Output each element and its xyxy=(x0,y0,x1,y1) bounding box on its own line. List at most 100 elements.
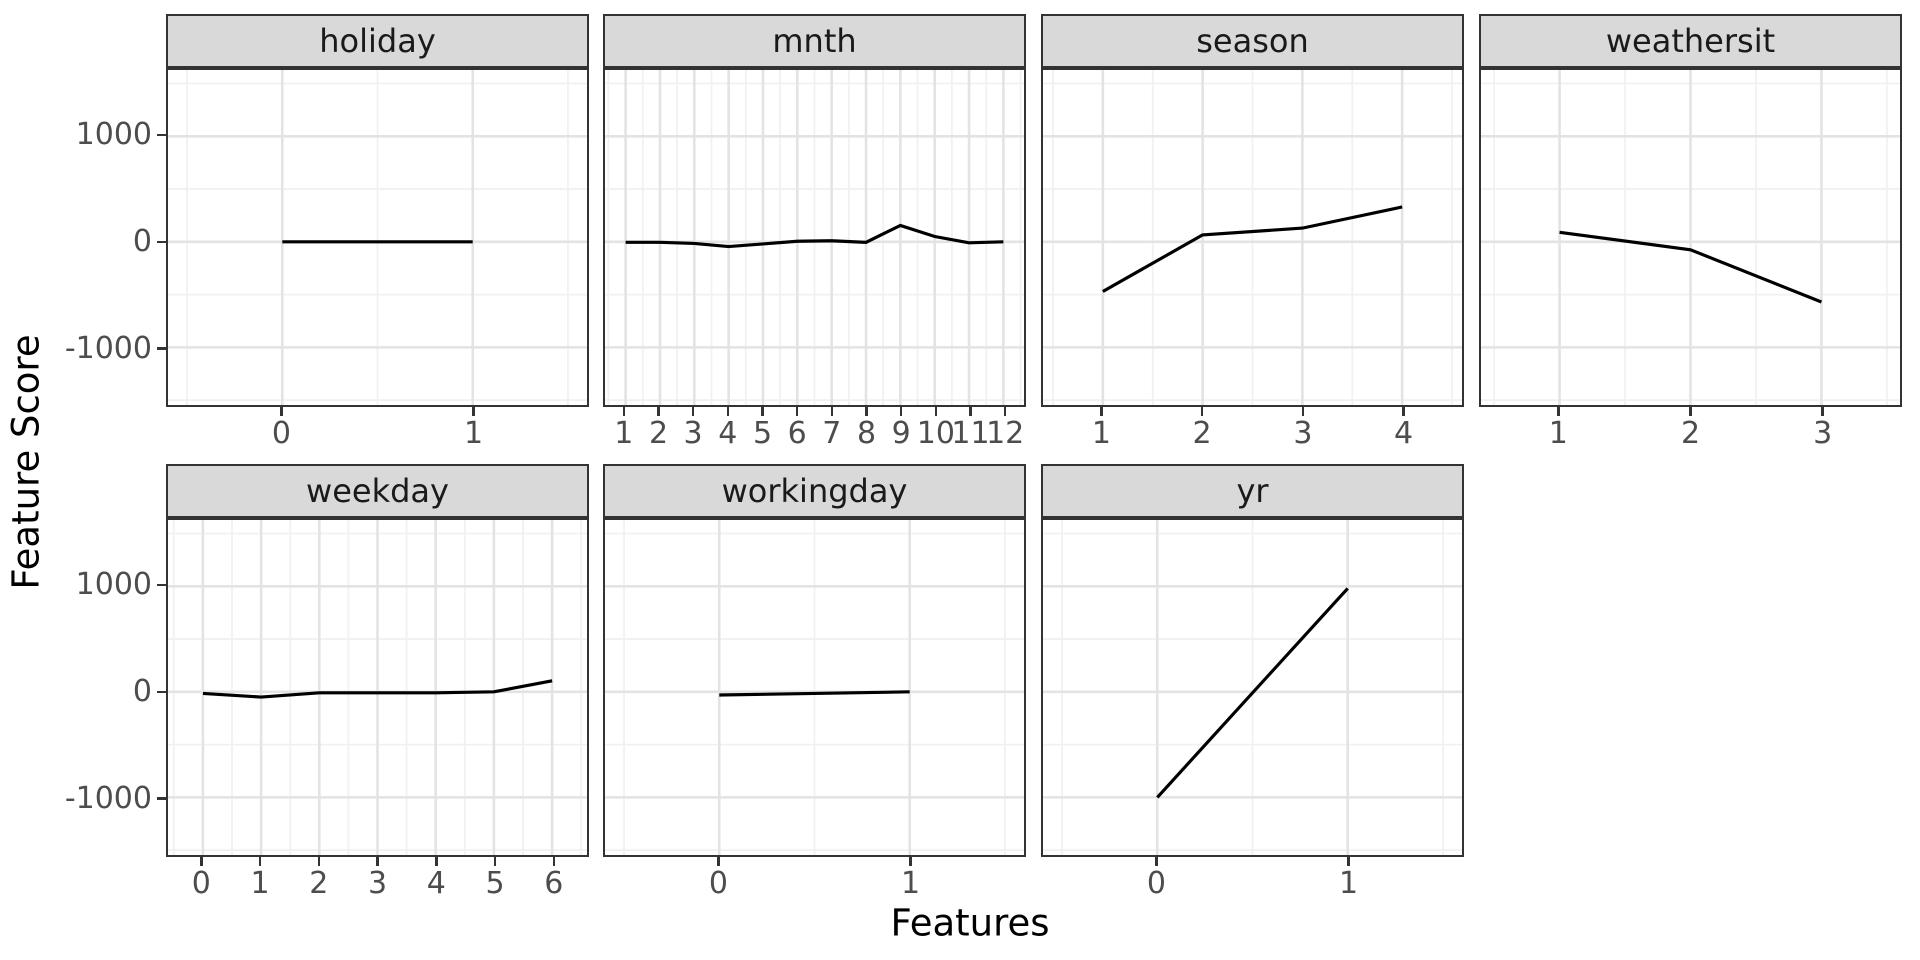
x-tick-label: 6 xyxy=(544,866,564,901)
x-tick-mark xyxy=(1155,857,1158,866)
y-tick-label: -1000 xyxy=(64,330,152,366)
x-tick-label: 1 xyxy=(1091,416,1111,451)
y-tick-mark xyxy=(157,240,166,244)
x-tick-label: 11 xyxy=(951,416,990,451)
feature-effect-line-weathersit xyxy=(1559,230,1823,304)
facet-strip-workingday: workingday xyxy=(603,464,1026,518)
x-tick-mark xyxy=(435,857,438,866)
x-tick-mark xyxy=(1301,407,1305,416)
x-tick-label: 8 xyxy=(856,416,877,451)
x-tick-mark xyxy=(934,407,938,416)
panel-canvas-holiday xyxy=(168,70,587,405)
facet-strip-label: weathersit xyxy=(1605,22,1776,60)
x-tick-mark xyxy=(1557,407,1560,416)
x-tick-mark xyxy=(552,857,555,866)
x-tick-label: 7 xyxy=(822,416,842,451)
x-tick-label: 3 xyxy=(1293,416,1313,451)
feature-effect-line-mnth xyxy=(625,223,1004,249)
x-tick-label: 9 xyxy=(891,416,911,451)
x-tick-mark xyxy=(317,857,320,866)
x-tick-label: 4 xyxy=(426,866,446,901)
x-tick-mark xyxy=(493,857,497,866)
facet-strip-mnth: mnth xyxy=(603,14,1026,68)
x-tick-label: 2 xyxy=(309,866,329,901)
x-tick-mark xyxy=(865,407,868,416)
y-tick-label: -1000 xyxy=(64,780,152,816)
x-tick-label: 1 xyxy=(250,866,270,901)
panel-canvas-yr xyxy=(1043,520,1462,855)
x-tick-label: 0 xyxy=(1146,866,1166,901)
x-tick-mark xyxy=(726,407,730,416)
x-tick-label: 0 xyxy=(271,416,291,451)
panel-canvas-season xyxy=(1043,70,1462,405)
x-tick-mark xyxy=(657,407,660,416)
x-tick-mark xyxy=(830,407,834,416)
x-tick-mark xyxy=(622,407,626,416)
facet-strip-label: mnth xyxy=(772,22,857,60)
x-tick-label: 1 xyxy=(1548,416,1568,451)
x-tick-mark xyxy=(376,857,379,866)
facet-strip-weekday: weekday xyxy=(166,464,589,518)
panel-canvas-weekday xyxy=(168,520,587,855)
x-tick-mark xyxy=(795,407,799,416)
feature-effect-line-yr xyxy=(1156,587,1349,799)
x-tick-label: 0 xyxy=(191,866,211,901)
y-tick-mark xyxy=(157,797,166,800)
x-tick-mark xyxy=(1821,407,1824,416)
x-tick-label: 0 xyxy=(708,866,728,901)
x-tick-mark xyxy=(258,857,262,866)
y-tick-mark xyxy=(157,583,166,587)
x-tick-mark xyxy=(1402,407,1405,416)
facet-strip-season: season xyxy=(1041,14,1464,68)
panel-canvas-weathersit xyxy=(1481,70,1900,405)
facet-strip-label: workingday xyxy=(721,472,908,510)
x-tick-mark xyxy=(280,407,283,416)
facet-strip-label: weekday xyxy=(306,472,449,510)
feature-effect-line-weekday xyxy=(202,679,553,699)
x-axis-title: Features xyxy=(890,901,1050,945)
x-tick-label: 5 xyxy=(752,416,773,451)
facet-strip-label: yr xyxy=(1236,472,1269,510)
x-tick-mark xyxy=(1200,407,1204,416)
x-tick-label: 3 xyxy=(1813,416,1833,451)
x-tick-label: 1 xyxy=(614,416,634,451)
x-tick-label: 3 xyxy=(683,416,703,451)
x-tick-label: 1 xyxy=(1339,866,1359,901)
facet-panel-weekday xyxy=(166,518,589,857)
panel-canvas-workingday xyxy=(605,520,1024,855)
facet-panel-yr xyxy=(1041,518,1464,857)
x-tick-mark xyxy=(1003,407,1007,416)
facet-panel-holiday xyxy=(166,68,589,407)
feature-effect-line-workingday xyxy=(719,690,910,697)
x-tick-mark xyxy=(1100,407,1103,416)
facet-strip-label: holiday xyxy=(319,22,436,60)
x-tick-label: 4 xyxy=(718,416,738,451)
y-tick-label: 0 xyxy=(132,673,152,709)
x-tick-mark xyxy=(969,407,972,416)
x-tick-mark xyxy=(899,407,903,416)
y-tick-mark xyxy=(157,347,166,350)
facet-strip-label: season xyxy=(1196,22,1309,60)
y-tick-mark xyxy=(157,133,166,137)
facet-strip-weathersit: weathersit xyxy=(1479,14,1902,68)
x-tick-label: 1 xyxy=(901,866,921,901)
y-tick-label: 0 xyxy=(132,223,152,259)
x-tick-label: 5 xyxy=(485,866,505,901)
facet-panel-season xyxy=(1041,68,1464,407)
y-axis-title: Feature Score xyxy=(4,334,48,590)
facet-panel-weathersit xyxy=(1479,68,1902,407)
facet-panel-mnth xyxy=(603,68,1026,407)
x-tick-mark xyxy=(761,407,764,416)
y-tick-label: 1000 xyxy=(75,117,152,153)
x-tick-label: 4 xyxy=(1394,416,1414,451)
x-tick-label: 2 xyxy=(1680,416,1701,451)
x-tick-label: 2 xyxy=(1192,416,1212,451)
x-tick-label: 2 xyxy=(648,416,669,451)
panel-canvas-mnth xyxy=(605,70,1024,405)
x-tick-mark xyxy=(472,407,475,416)
x-tick-mark xyxy=(200,857,203,866)
feature-effect-line-season xyxy=(1102,205,1403,293)
x-tick-mark xyxy=(1689,407,1692,416)
x-tick-mark xyxy=(691,407,695,416)
